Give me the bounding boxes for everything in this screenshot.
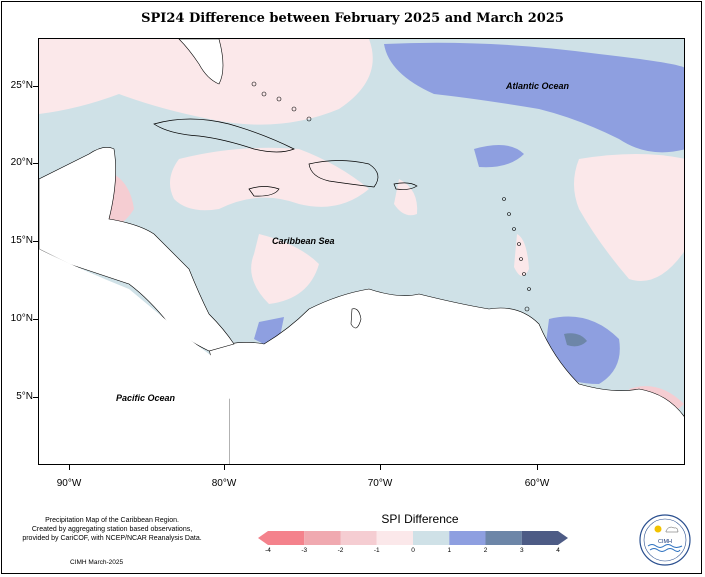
spi-negative-region-east-atlantic: [574, 154, 684, 281]
latitude-label-20n: 20°N: [10, 157, 33, 168]
legend-swatch: [413, 531, 450, 545]
spi-positive-region-peak: [564, 333, 587, 347]
longitude-tick-70w: [380, 465, 381, 470]
legend-tick-label: 4: [556, 547, 560, 554]
lesser-antilles-islands: [502, 197, 531, 312]
jamaica-outline: [248, 186, 280, 197]
latitude-label-10n: 10°N: [10, 313, 33, 324]
longitude-tick-60w: [537, 465, 538, 470]
legend-tick-label: -2: [337, 547, 344, 554]
longitude-label-80w: 80°W: [211, 478, 237, 489]
latitude-tick-25n: [33, 86, 38, 87]
credit-text: Precipitation Map of the Caribbean Regio…: [12, 516, 212, 543]
legend-tick-label: -1: [373, 547, 380, 554]
spi-negative-region-jamaica: [170, 147, 369, 211]
legend-swatch: [340, 531, 377, 545]
legend-tick-label: -4: [265, 547, 271, 554]
pacific-ocean-area: [39, 249, 229, 464]
cimh-logo: CIMH: [638, 513, 692, 567]
cuba-outline: [153, 118, 295, 153]
credit-line-1: Precipitation Map of the Caribbean Regio…: [45, 517, 179, 524]
legend-tick-label: -3: [301, 547, 308, 554]
south-america-landmass: [208, 288, 684, 464]
legend-tick-label: 1: [447, 547, 452, 554]
logo-text: CIMH: [658, 539, 672, 545]
central-america-landmass: [39, 147, 235, 352]
pacific-ocean-label: Pacific Ocean: [116, 393, 176, 403]
credit-date: CIMH March-2025: [70, 559, 124, 566]
latitude-label-15n: 15°N: [10, 235, 33, 246]
spi-positive-region-atlantic: [384, 42, 684, 153]
latitude-tick-5n: [33, 397, 38, 398]
longitude-tick-80w: [224, 465, 225, 470]
spi-negative-region-gulf: [39, 39, 373, 125]
spi-positive-region-north: [474, 145, 524, 168]
bahamas-islands: [251, 81, 312, 122]
atlantic-ocean-label: Atlantic Ocean: [506, 81, 570, 91]
puerto-rico-outline: [393, 182, 418, 190]
latitude-label-5n: 5°N: [16, 391, 33, 402]
latitude-tick-15n: [33, 241, 38, 242]
legend-swatch: [521, 531, 568, 545]
legend-tick-label: 2: [483, 547, 488, 554]
cimh-logo-icon: CIMH: [639, 514, 691, 566]
longitude-label-90w: 90°W: [56, 478, 82, 489]
legend-tick-label: 0: [411, 547, 415, 554]
legend-swatch: [258, 531, 305, 545]
credit-line-2: Created by aggregating station based obs…: [31, 526, 193, 533]
legend-colorbar: [258, 530, 568, 551]
caribbean-sea-label: Caribbean Sea: [272, 236, 335, 246]
legend-tick-label: 3: [519, 547, 524, 554]
lake-maracaibo-outline: [350, 308, 362, 329]
latitude-tick-20n: [33, 163, 38, 164]
legend-title: SPI Difference: [381, 512, 459, 526]
longitude-label-60w: 60°W: [524, 478, 550, 489]
legend-swatch: [485, 531, 522, 545]
latitude-tick-10n: [33, 319, 38, 320]
longitude-label-70w: 70°W: [367, 478, 393, 489]
longitude-tick-90w: [69, 465, 70, 470]
map-title: SPI24 Difference between February 2025 a…: [141, 11, 564, 26]
legend-swatch: [304, 531, 341, 545]
map-canvas: [39, 39, 684, 464]
hispaniola-outline: [308, 160, 379, 188]
legend-swatch: [376, 531, 413, 545]
florida-landmass: [178, 39, 224, 85]
spi-negative-region-central: [251, 234, 319, 304]
latitude-label-25n: 25°N: [10, 80, 33, 91]
map-area: [38, 38, 685, 465]
spi-negative-region-lesser-antilles: [394, 179, 418, 216]
legend-colorbar-svg: [258, 531, 568, 545]
legend-swatch: [449, 531, 486, 545]
credit-line-3: provided by CariCOF, with NCEP/NCAR Rean…: [22, 535, 202, 542]
